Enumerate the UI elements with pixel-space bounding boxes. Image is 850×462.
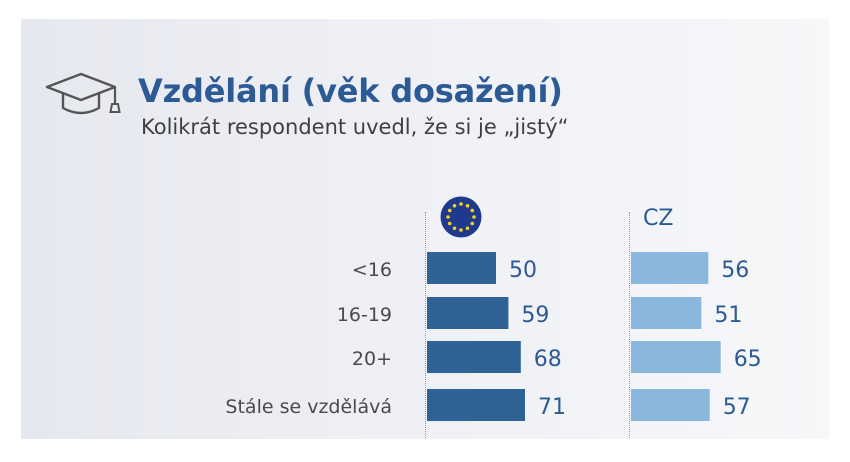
eu-bar <box>427 389 525 421</box>
cz-bar <box>631 252 709 284</box>
eu-bar <box>427 341 521 373</box>
cz-column-divider <box>629 212 630 438</box>
eu-value-label: 50 <box>509 258 537 283</box>
cz-value-label: 51 <box>714 303 742 328</box>
eu-flag-star <box>465 203 470 208</box>
cz-column-label: CZ <box>643 206 674 231</box>
eu-flag-star <box>465 226 470 231</box>
eu-flag-star <box>452 226 457 231</box>
page-title: Vzdělání (věk dosažení) <box>138 72 563 110</box>
cz-bar <box>631 297 702 329</box>
eu-flag-star <box>452 203 457 208</box>
cz-value-label: 65 <box>734 347 762 372</box>
eu-flag-icon <box>440 196 482 238</box>
cz-value-label: 56 <box>721 258 749 283</box>
eu-value-label: 59 <box>521 303 549 328</box>
eu-flag-star <box>472 215 476 219</box>
graduation-cap-icon <box>45 72 121 115</box>
eu-flag-star <box>447 221 452 226</box>
category-label: 16-19 <box>337 304 392 326</box>
cz-bar <box>631 341 721 373</box>
eu-bar <box>427 252 496 284</box>
cz-value-label: 57 <box>723 395 751 420</box>
eu-bar <box>427 297 509 329</box>
eu-value-label: 68 <box>534 347 562 372</box>
category-label: Stále se vzdělává <box>225 396 392 418</box>
category-label: <16 <box>352 259 392 281</box>
eu-flag-star <box>459 202 463 206</box>
eu-flag-star <box>447 208 452 213</box>
eu-flag-star <box>470 221 475 226</box>
eu-flag-star <box>446 215 450 219</box>
category-label: 20+ <box>352 348 392 370</box>
eu-value-label: 71 <box>538 395 566 420</box>
page-subtitle: Kolikrát respondent uvedl, že si je „jis… <box>141 115 569 139</box>
cz-bar <box>631 389 710 421</box>
eu-flag-star <box>459 228 463 232</box>
eu-column-divider <box>425 212 426 438</box>
eu-flag-star <box>470 208 475 213</box>
